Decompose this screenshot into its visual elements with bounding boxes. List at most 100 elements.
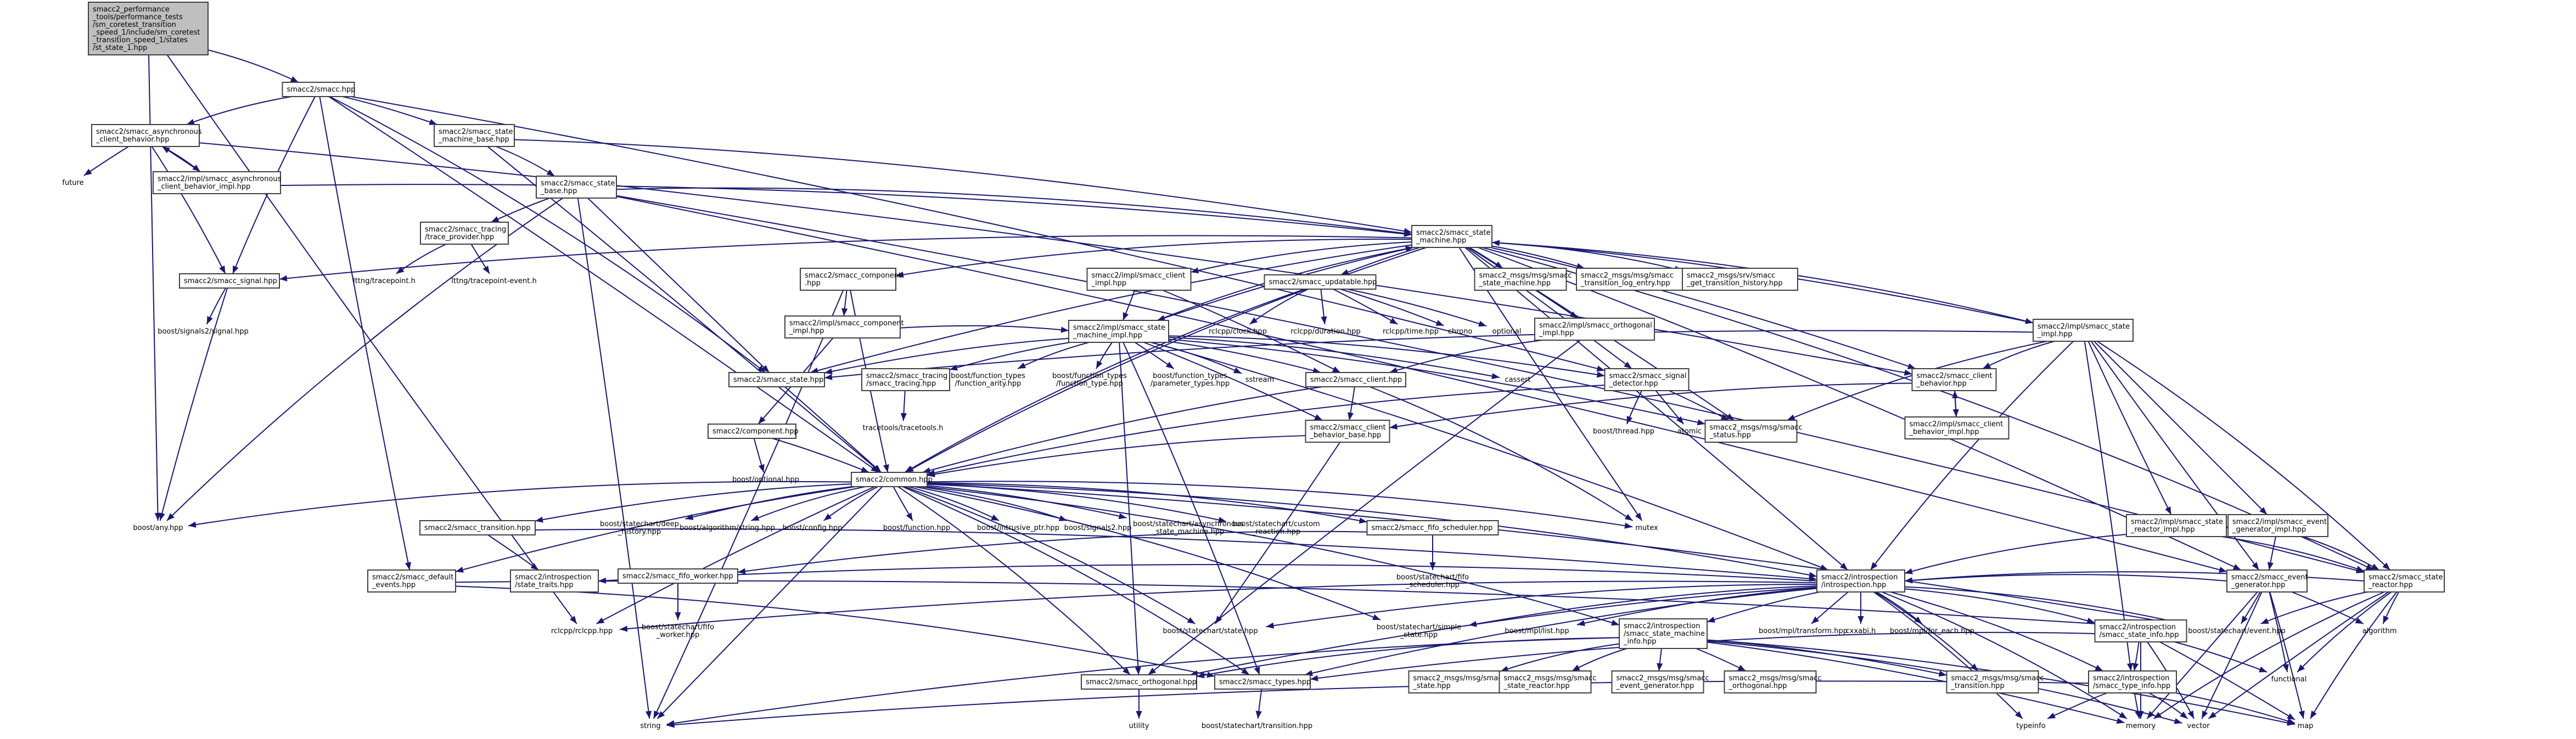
node-ft-any[interactable]: boost/function_types/function_arity.hpp — [951, 372, 1025, 388]
node-boost-signal[interactable]: boost/signals2/signal.hpp — [158, 328, 249, 336]
node-reactor-impl[interactable]: smacc2/impl/smacc_state_reactor_impl.hpp — [2126, 514, 2227, 537]
node-msg-orth[interactable]: smacc2_msgs/msg/smacc_orthogonal.hpp — [1724, 670, 1822, 693]
node-event-gen-impl[interactable]: smacc2/impl/smacc_event_generator_impl.h… — [2227, 514, 2328, 537]
node-boost-function[interactable]: boost/function.hpp — [883, 524, 950, 532]
node-type-info[interactable]: smacc2/introspection/smacc_type_info.hpp — [2088, 670, 2177, 693]
node-algo-string[interactable]: boost/algorithm/string.hpp — [680, 524, 775, 532]
node-msg-eg[interactable]: smacc2_msgs/msg/smacc_event_generator.hp… — [1611, 670, 1709, 693]
node-tracing-tp[interactable]: smacc2/smacc_tracing/trace_provider.hpp — [420, 222, 509, 245]
node-vector[interactable]: vector — [2187, 722, 2210, 730]
node-string[interactable]: string — [640, 722, 660, 730]
node-tracing[interactable]: smacc2/smacc_tracing/smacc_tracing.hpp — [861, 368, 950, 391]
node-client-beh-base[interactable]: smacc2/smacc_client_behavior_base.hpp — [1305, 420, 1390, 443]
node-msg-trans[interactable]: smacc2_msgs/msg/smacc_transition.hpp — [1946, 670, 2044, 693]
node-msg-status[interactable]: smacc2_msgs/msg/smacc_status.hpp — [1704, 420, 1803, 443]
node-chrono[interactable]: chrono — [1448, 328, 1473, 336]
node-sm[interactable]: smacc2/smacc_state_machine.hpp — [1411, 225, 1492, 248]
node-smacc[interactable]: smacc2/smacc.hpp — [282, 82, 356, 97]
node-rclcpp-clock[interactable]: rclcpp/clock.hpp — [1209, 328, 1267, 336]
node-default-events[interactable]: smacc2/smacc_default_events.hpp — [367, 569, 456, 593]
node-fifo-worker[interactable]: smacc2/smacc_fifo_worker.hpp — [618, 568, 738, 584]
node-sc-transition[interactable]: boost/statechart/transition.hpp — [1202, 722, 1312, 730]
edge-introspection-to-mpl-transform — [1811, 591, 1849, 624]
node-client-impl[interactable]: smacc2/impl/smacc_client_impl.hpp — [1086, 268, 1192, 291]
node-state[interactable]: smacc2/smacc_state.hpp — [728, 372, 825, 387]
node-atomic[interactable]: atomic — [1677, 427, 1702, 436]
node-signal[interactable]: smacc2/smacc_signal.hpp — [179, 273, 280, 289]
node-state-reactor[interactable]: smacc2/smacc_state_reactor.hpp — [2364, 569, 2445, 593]
node-boost-thread[interactable]: boost/thread.hpp — [1593, 427, 1654, 436]
node-sc-event[interactable]: boost/statechart/event.hpp — [2188, 627, 2285, 635]
node-msg-sm[interactable]: smacc2_msgs/msg/smacc_state_machine.hpp — [1474, 268, 1572, 291]
node-tracepoints[interactable]: tracetools/tracetools.h — [863, 424, 944, 432]
node-ft-type[interactable]: boost/function_types/function_type.hpp — [1052, 372, 1127, 388]
node-ft-param[interactable]: boost/function_types/parameter_types.hpp — [1150, 372, 1230, 388]
node-types[interactable]: smacc2/smacc_types.hpp — [1214, 674, 1311, 690]
node-sc-fifo-worker[interactable]: boost/statechart/fifo_worker.hpp — [642, 623, 714, 639]
node-simple-state[interactable]: boost/statechart/simple_state.hpp — [1377, 623, 1461, 639]
node-async-client[interactable]: smacc2/smacc_asynchronous_client_behavio… — [91, 124, 202, 147]
node-cassert[interactable]: cassert — [1505, 376, 1530, 384]
node-signals2[interactable]: boost/signals2.hpp — [1064, 524, 1132, 532]
node-mpl-for-each[interactable]: boost/mpl/for_each.hpp — [1890, 627, 1974, 635]
node-lttng-tp[interactable]: lttng/tracepoint.h — [353, 277, 416, 285]
node-rclcpp-dur[interactable]: rclcpp/duration.hpp — [1290, 328, 1360, 336]
node-sm-base[interactable]: smacc2/smacc_state_machine_base.hpp — [434, 124, 515, 147]
node-component-hpp[interactable]: smacc2/component.hpp — [708, 424, 799, 439]
node-sc-fifo-sched[interactable]: boost/statechart/fifo_scheduler.hpp — [1396, 573, 1469, 589]
node-component[interactable]: smacc2/smacc_component.hpp — [800, 268, 901, 291]
edge-common-to-rclcpp — [596, 486, 875, 624]
node-state-impl[interactable]: smacc2/impl/smacc_state_impl.hpp — [2033, 319, 2134, 342]
node-algorithm[interactable]: algorithm — [2362, 627, 2397, 635]
node-state-info[interactable]: smacc2/introspection/smacc_state_info.hp… — [2094, 619, 2187, 642]
node-transition[interactable]: smacc2/smacc_transition.hpp — [419, 520, 536, 535]
node-orth-impl[interactable]: smacc2/impl/smacc_orthogonal_impl.hpp — [1534, 318, 1655, 341]
node-msg-state[interactable]: smacc2_msgs/msg/smacc_state.hpp — [1408, 670, 1506, 693]
node-rclcpp-time[interactable]: rclcpp/time.hpp — [1383, 328, 1439, 336]
node-custom-reaction[interactable]: boost/statechart/custom_reaction.hpp — [1232, 520, 1320, 536]
node-memory[interactable]: memory — [2126, 722, 2156, 730]
edge-sm-impl-to-state — [824, 337, 1069, 375]
node-cxxabi[interactable]: cxxabi.h — [1846, 627, 1876, 635]
node-updatable[interactable]: smacc2/smacc_updatable.hpp — [1264, 274, 1377, 290]
node-deep-hist[interactable]: boost/statechart/deep_history.hpp — [600, 520, 679, 536]
node-client[interactable]: smacc2/smacc_client.hpp — [1305, 372, 1406, 387]
node-state-base[interactable]: smacc2/smacc_state_base.hpp — [536, 176, 617, 199]
node-functional[interactable]: functional — [2271, 675, 2307, 684]
node-future[interactable]: future — [62, 179, 83, 187]
node-mutex[interactable]: mutex — [1635, 524, 1658, 532]
node-async-sm[interactable]: boost/statechart/asynchronous_state_mach… — [1133, 520, 1244, 536]
node-map[interactable]: map — [2298, 722, 2314, 730]
node-msg-sr[interactable]: smacc2_msgs/msg/smacc_state_reactor.hpp — [1499, 670, 1597, 693]
node-state-traits[interactable]: smacc2/introspection/state_traits.hpp — [510, 569, 599, 593]
edge-updatable-to-rclcpp-dur — [1320, 289, 1327, 325]
node-lttng-tpe[interactable]: lttng/tracepoint-event.h — [451, 277, 536, 285]
node-orthogonal[interactable]: smacc2/smacc_orthogonal.hpp — [1081, 674, 1197, 690]
node-sstream[interactable]: sstream — [1245, 376, 1274, 384]
node-utility[interactable]: utility — [1129, 722, 1149, 730]
node-msg-tle[interactable]: smacc2_msgs/msg/smacc_transition_log_ent… — [1576, 268, 1685, 291]
node-introspection[interactable]: smacc2/introspection/introspection.hpp — [1816, 569, 1905, 593]
node-client-beh-impl[interactable]: smacc2/impl/smacc_client_behavior_impl.h… — [1904, 416, 2010, 439]
node-mpl-transform[interactable]: boost/mpl/transform.hpp — [1759, 627, 1848, 635]
node-boost-config[interactable]: boost/config.hpp — [782, 524, 842, 532]
node-boost-optional[interactable]: boost/optional.hpp — [732, 476, 799, 484]
node-sc-state[interactable]: boost/statechart/state.hpp — [1163, 627, 1258, 635]
node-event-gen[interactable]: smacc2/smacc_event_generator.hpp — [2226, 569, 2308, 593]
node-optional[interactable]: optional — [1492, 328, 1522, 336]
node-srv-gth[interactable]: smacc2_msgs/srv/smacc_get_transition_his… — [1682, 268, 1798, 291]
node-client-beh[interactable]: smacc2/smacc_client_behavior.hpp — [1911, 368, 1997, 391]
node-comp-impl[interactable]: smacc2/impl/smacc_component_impl.hpp — [784, 315, 904, 339]
node-typeinfo[interactable]: typeinfo — [2016, 722, 2045, 730]
node-rclcpp[interactable]: rclcpp/rclcpp.hpp — [551, 627, 613, 635]
node-sm-impl[interactable]: smacc2/impl/smacc_state_machine_impl.hpp — [1068, 320, 1169, 343]
node-common[interactable]: smacc2/common.hpp — [851, 472, 933, 487]
node-mpl-list[interactable]: boost/mpl/list.hpp — [1505, 627, 1569, 635]
node-intrusive-ptr[interactable]: boost/intrusive_ptr.hpp — [977, 524, 1059, 532]
node-sm-info[interactable]: smacc2/introspection/smacc_state_machine… — [1619, 618, 1708, 649]
node-async-impl[interactable]: smacc2/impl/smacc_asynchronous_client_be… — [153, 171, 282, 194]
node-sig-det[interactable]: smacc2/smacc_signal_detector.hpp — [1604, 368, 1690, 391]
edge-component-to-string — [653, 290, 844, 719]
node-fifo-sched[interactable]: smacc2/smacc_fifo_scheduler.hpp — [1366, 520, 1499, 535]
node-boost-any[interactable]: boost/any.hpp — [133, 524, 183, 532]
